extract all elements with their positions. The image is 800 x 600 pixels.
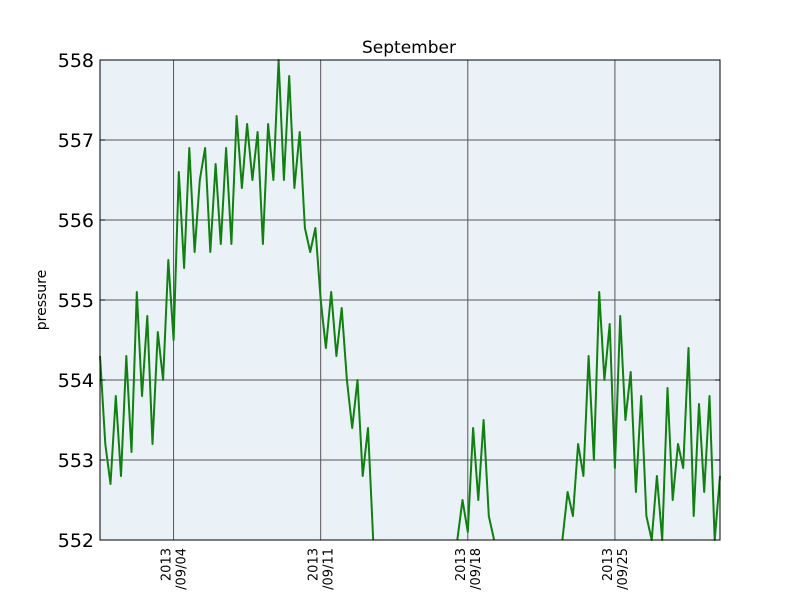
y-tick-label: 558: [58, 50, 94, 72]
x-tick-label-year: 2013: [307, 548, 322, 581]
x-tick-label-year: 2013: [160, 548, 175, 581]
x-tick-label: 2013/09/04: [160, 548, 190, 590]
y-axis-label: pressure: [34, 270, 50, 330]
y-tick-label: 554: [58, 370, 94, 392]
grid-lines: [100, 60, 720, 540]
x-tick-label-date: /09/25: [616, 548, 631, 590]
data-lines: [99, 59, 721, 541]
y-axis-ticks: 552 553 554 555 556 557 558: [58, 50, 720, 552]
y-tick-label: 552: [58, 530, 94, 552]
series-line-2: [456, 419, 496, 541]
x-tick-label: 2013/09/11: [307, 548, 337, 590]
x-tick-label: 2013/09/18: [454, 548, 484, 590]
chart-title: September: [362, 38, 456, 58]
series-line-3: [561, 291, 721, 541]
x-tick-label-year: 2013: [601, 548, 616, 581]
y-tick-label: 555: [58, 290, 94, 312]
y-tick-label: 553: [58, 450, 94, 472]
x-axis-ticks: 2013/09/04 2013/09/11 2013/09/18 2013/09/25: [160, 548, 631, 590]
y-tick-label: 556: [58, 210, 94, 232]
series-line-1: [99, 59, 375, 541]
x-tick-label-year: 2013: [454, 548, 469, 581]
x-tick-label-date: /09/04: [175, 548, 190, 590]
x-tick-label: 2013/09/25: [601, 548, 631, 590]
x-tick-label-date: /09/18: [469, 548, 484, 590]
x-tick-label-date: /09/11: [322, 548, 337, 590]
y-tick-label: 557: [58, 130, 94, 152]
